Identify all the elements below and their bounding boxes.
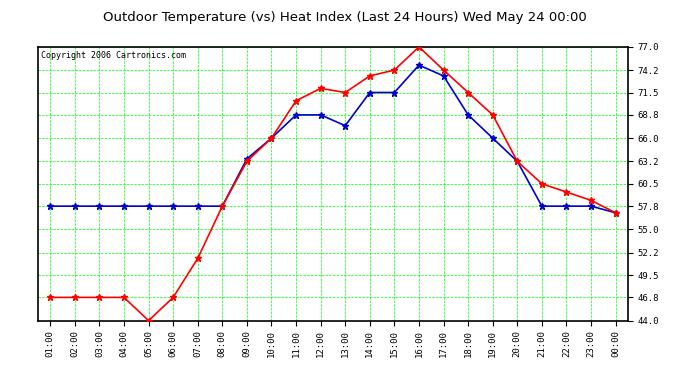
Text: Copyright 2006 Cartronics.com: Copyright 2006 Cartronics.com (41, 51, 186, 60)
Text: Outdoor Temperature (vs) Heat Index (Last 24 Hours) Wed May 24 00:00: Outdoor Temperature (vs) Heat Index (Las… (103, 11, 587, 24)
